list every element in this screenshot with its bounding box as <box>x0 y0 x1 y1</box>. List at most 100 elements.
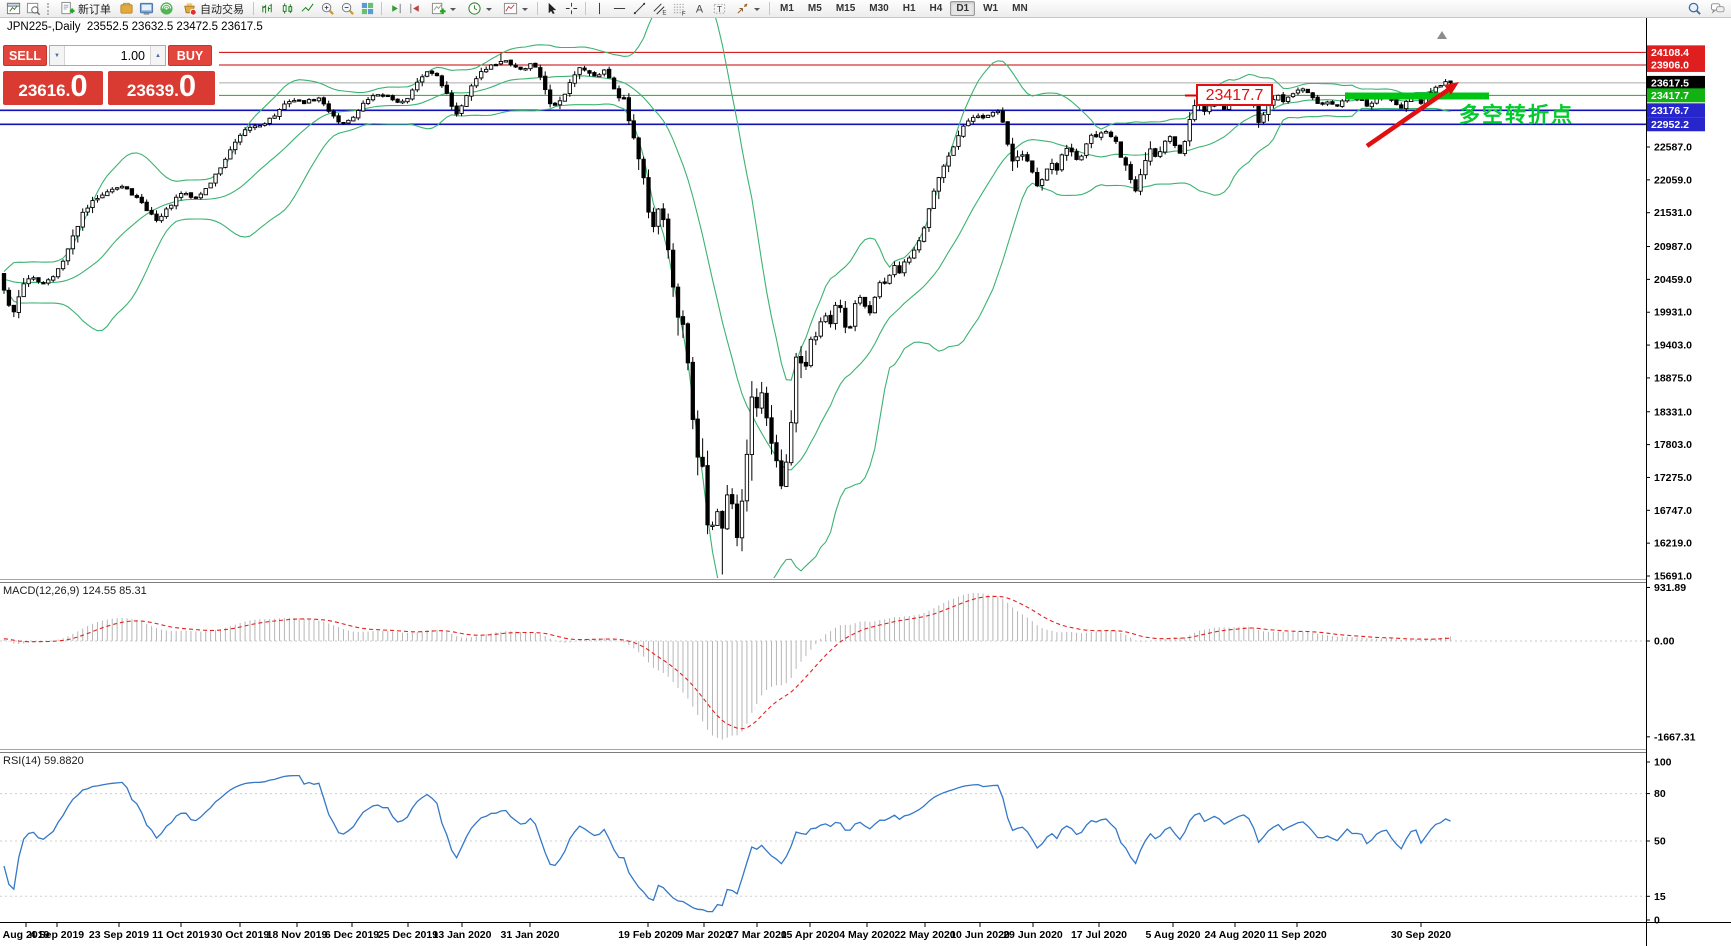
timeframe-mn[interactable]: MN <box>1012 3 1028 14</box>
volume-down-button[interactable]: ▼ <box>50 46 65 65</box>
turning-point-text[interactable]: 多空转折点 <box>1459 104 1574 127</box>
svg-text:22952.2: 22952.2 <box>1651 119 1689 131</box>
timeframe-toolbar: M1 M5 M15 M30 H1 H4 D1 W1 MN <box>774 1 1034 16</box>
timeframe-h4[interactable]: H4 <box>929 3 943 14</box>
zoom-in-icon[interactable] <box>318 1 337 17</box>
templates-button[interactable] <box>498 1 533 17</box>
svg-text:50: 50 <box>1654 836 1666 848</box>
autotrade-button[interactable]: 自动交易 <box>177 1 249 17</box>
svg-text:Aug 2019: Aug 2019 <box>3 929 50 941</box>
toolbar-grip <box>47 2 51 15</box>
svg-text:17275.0: 17275.0 <box>1654 472 1692 484</box>
chart-shift-icon[interactable] <box>406 1 425 17</box>
crosshair-icon[interactable] <box>562 1 581 17</box>
candlestick-icon[interactable] <box>278 1 297 17</box>
buy-price-display[interactable]: 23639. 0 <box>108 68 215 105</box>
down-arrow-icon: ▼ <box>54 52 60 59</box>
auto-scroll-icon[interactable] <box>386 1 405 17</box>
chart-ohlc: 23552.5 23632.5 23472.5 23617.5 <box>86 21 263 33</box>
indicators-button[interactable] <box>426 1 461 17</box>
template-chart-icon <box>503 2 518 15</box>
timeframe-h1[interactable]: H1 <box>902 3 916 14</box>
svg-text:15691.0: 15691.0 <box>1654 570 1692 582</box>
horizontal-line-tool-icon[interactable] <box>610 1 629 17</box>
chart-window-icon[interactable] <box>4 1 23 17</box>
volume-up-button[interactable]: ▲ <box>150 46 165 65</box>
svg-text:18875.0: 18875.0 <box>1654 372 1692 384</box>
label-tool-icon[interactable]: T <box>710 1 729 17</box>
line-chart-icon[interactable] <box>298 1 317 17</box>
timeframe-m30[interactable]: M30 <box>869 3 889 14</box>
toolbar-separator <box>537 2 538 15</box>
svg-text:20459.0: 20459.0 <box>1654 274 1692 286</box>
svg-text:10 Jun 2020: 10 Jun 2020 <box>950 929 1010 941</box>
svg-text:20987.0: 20987.0 <box>1654 241 1692 253</box>
arrows-tool-button[interactable] <box>730 1 765 17</box>
timeframe-m5[interactable]: M5 <box>807 3 822 14</box>
tile-windows-icon[interactable] <box>358 1 377 17</box>
svg-text:T: T <box>717 4 722 14</box>
autotrade-label: 自动交易 <box>200 3 244 16</box>
svg-text:18331.0: 18331.0 <box>1654 406 1692 418</box>
macd-label: MACD(12,26,9) 124.55 85.31 <box>3 585 147 597</box>
svg-text:15 Apr 2020: 15 Apr 2020 <box>781 929 840 941</box>
svg-text:16747.0: 16747.0 <box>1654 505 1692 517</box>
sell-price-main: 23616 <box>18 81 66 100</box>
dropdown-caret <box>486 8 492 14</box>
svg-text:E: E <box>662 10 666 16</box>
dropdown-caret <box>754 8 760 14</box>
metaeditor-icon[interactable] <box>137 1 156 17</box>
svg-text:6 Dec 2019: 6 Dec 2019 <box>325 929 379 941</box>
search-icon[interactable] <box>1685 1 1704 17</box>
svg-text:23417.7: 23417.7 <box>1651 90 1689 102</box>
svg-text:100: 100 <box>1654 757 1672 769</box>
zoom-out-icon[interactable] <box>338 1 357 17</box>
timeframe-m1[interactable]: M1 <box>780 3 794 14</box>
timeframe-m15[interactable]: M15 <box>835 3 856 14</box>
timeframe-d1[interactable]: D1 <box>950 1 976 16</box>
buy-button[interactable]: BUY <box>168 45 212 66</box>
svg-text:19403.0: 19403.0 <box>1654 340 1692 352</box>
svg-text:31 Jan 2020: 31 Jan 2020 <box>501 929 560 941</box>
svg-text:18 Nov 2019: 18 Nov 2019 <box>267 929 328 941</box>
text-tool-icon[interactable]: A <box>690 1 709 17</box>
signal-icon[interactable] <box>157 1 176 17</box>
volume-stepper: ▼ ▲ <box>49 45 166 66</box>
svg-text:24 Aug 2020: 24 Aug 2020 <box>1205 929 1266 941</box>
svg-text:A: A <box>696 3 704 15</box>
timeframe-w1[interactable]: W1 <box>983 3 999 14</box>
volume-input[interactable] <box>65 46 150 65</box>
cursor-icon[interactable] <box>542 1 561 17</box>
svg-text:F: F <box>682 11 686 16</box>
toolbar-separator <box>253 2 254 15</box>
vertical-line-tool-icon[interactable] <box>590 1 609 17</box>
history-icon[interactable] <box>117 1 136 17</box>
svg-text:19 Feb 2020: 19 Feb 2020 <box>618 929 678 941</box>
fibonacci-tool-icon[interactable]: F <box>670 1 689 17</box>
svg-text:22587.0: 22587.0 <box>1654 142 1692 154</box>
sell-price-pips: 0 <box>70 68 88 103</box>
sell-button[interactable]: SELL <box>3 45 47 66</box>
toolbar-separator <box>769 2 770 15</box>
svg-text:4 Sep 2019: 4 Sep 2019 <box>30 929 84 941</box>
main-toolbar: 新订单 自动交易 E F A T M1 M5 M15 M30 <box>0 0 1731 18</box>
svg-text:23 Sep 2019: 23 Sep 2019 <box>89 929 149 941</box>
price-annotation[interactable]: 23417.7 <box>1196 84 1273 106</box>
sell-price-display[interactable]: 23616. 0 <box>3 68 103 105</box>
bar-chart-icon[interactable] <box>258 1 277 17</box>
channel-tool-icon[interactable]: E <box>650 1 669 17</box>
svg-text:9 Mar 2020: 9 Mar 2020 <box>677 929 731 941</box>
trendline-tool-icon[interactable] <box>630 1 649 17</box>
svg-text:30 Oct 2019: 30 Oct 2019 <box>211 929 270 941</box>
buy-price-pips: 0 <box>178 68 197 103</box>
rsi-label: RSI(14) 59.8820 <box>3 755 84 767</box>
svg-text:25 Dec 2019: 25 Dec 2019 <box>378 929 438 941</box>
chat-icon[interactable] <box>1708 1 1727 17</box>
svg-text:19931.0: 19931.0 <box>1654 307 1692 319</box>
profile-icon[interactable] <box>24 1 43 17</box>
svg-text:17803.0: 17803.0 <box>1654 439 1692 451</box>
svg-text:23906.0: 23906.0 <box>1651 60 1689 72</box>
periods-button[interactable] <box>462 1 497 17</box>
new-order-button[interactable]: 新订单 <box>55 1 116 17</box>
